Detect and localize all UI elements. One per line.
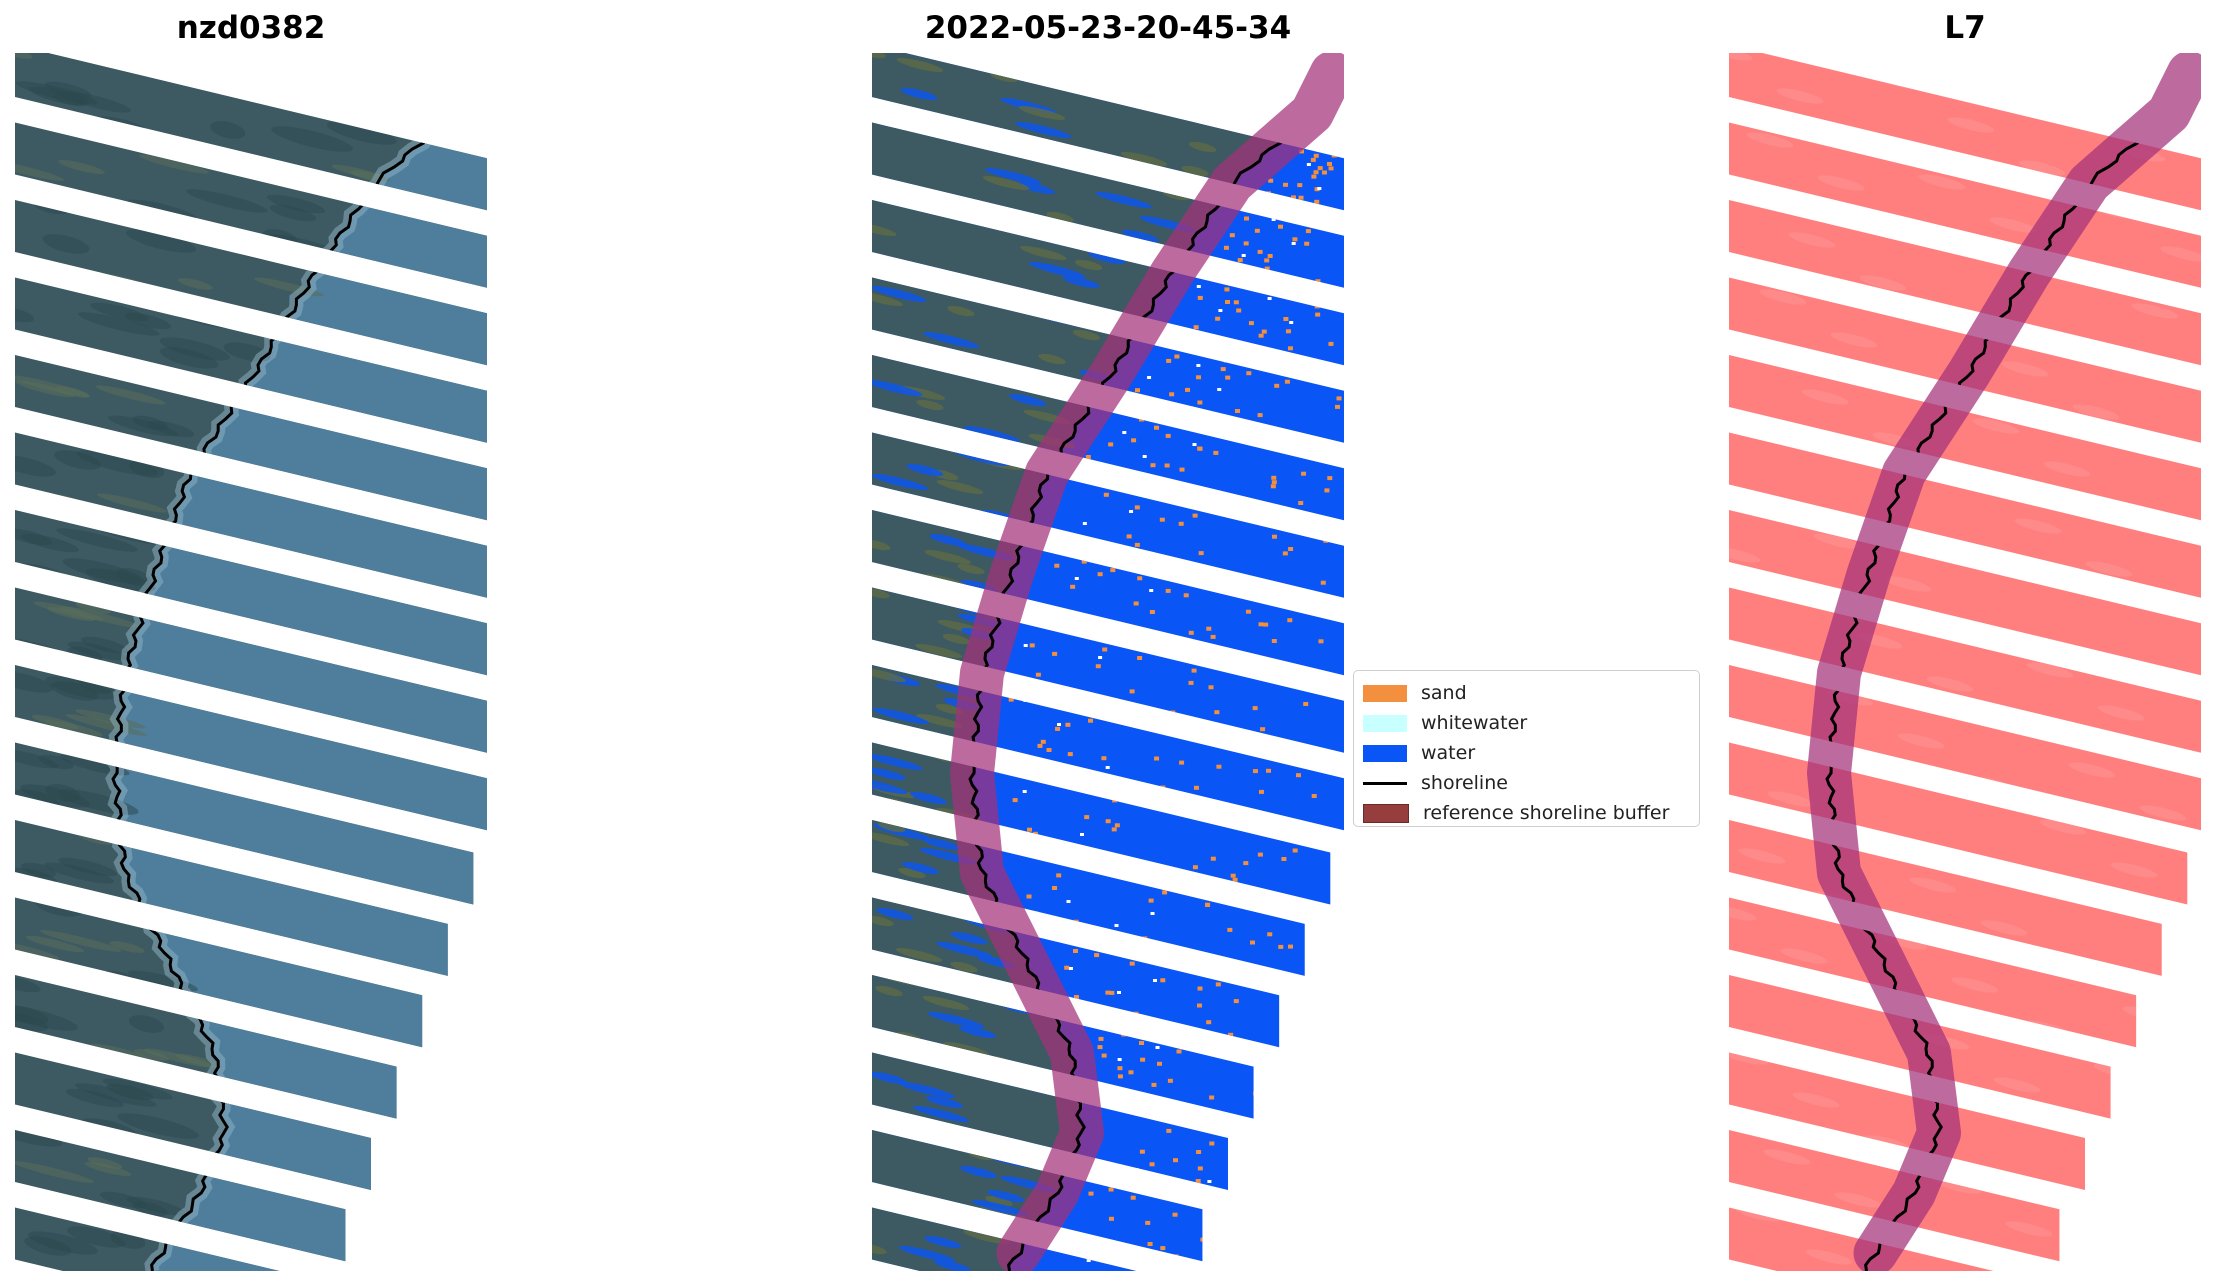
rgb-satellite-image: [15, 53, 487, 1271]
legend-item-reference-buffer: reference shoreline buffer: [1363, 798, 1690, 828]
panel-title-date: 2022-05-23-20-45-34: [924, 10, 1292, 46]
image-swaths: [872, 53, 1344, 1271]
legend-label-water: water: [1421, 742, 1476, 764]
legend-swatch-whitewater: [1363, 714, 1407, 732]
legend-item-shoreline: shoreline: [1363, 768, 1690, 798]
image-swaths: [15, 53, 487, 1271]
legend-label-shoreline: shoreline: [1421, 772, 1508, 794]
legend-item-whitewater: whitewater: [1363, 708, 1690, 738]
legend-label-reference-buffer: reference shoreline buffer: [1423, 802, 1670, 824]
classified-image: [872, 53, 1344, 1271]
panel-title-image: nzd0382: [176, 10, 326, 46]
legend-swatch-water: [1363, 744, 1407, 762]
panel-title-satellite: L7: [1944, 10, 1986, 46]
legend-swatch-shoreline: [1363, 781, 1407, 785]
mask-image: [1729, 53, 2201, 1271]
legend-label-sand: sand: [1421, 682, 1467, 704]
legend-item-sand: sand: [1363, 678, 1690, 708]
image-swaths: [1729, 53, 2201, 1271]
legend-swatch-reference-buffer: [1363, 803, 1409, 823]
legend-item-water: water: [1363, 738, 1690, 768]
legend-swatch-sand: [1363, 684, 1407, 702]
legend: sand whitewater water shoreline referenc…: [1353, 670, 1700, 827]
legend-label-whitewater: whitewater: [1421, 712, 1528, 734]
